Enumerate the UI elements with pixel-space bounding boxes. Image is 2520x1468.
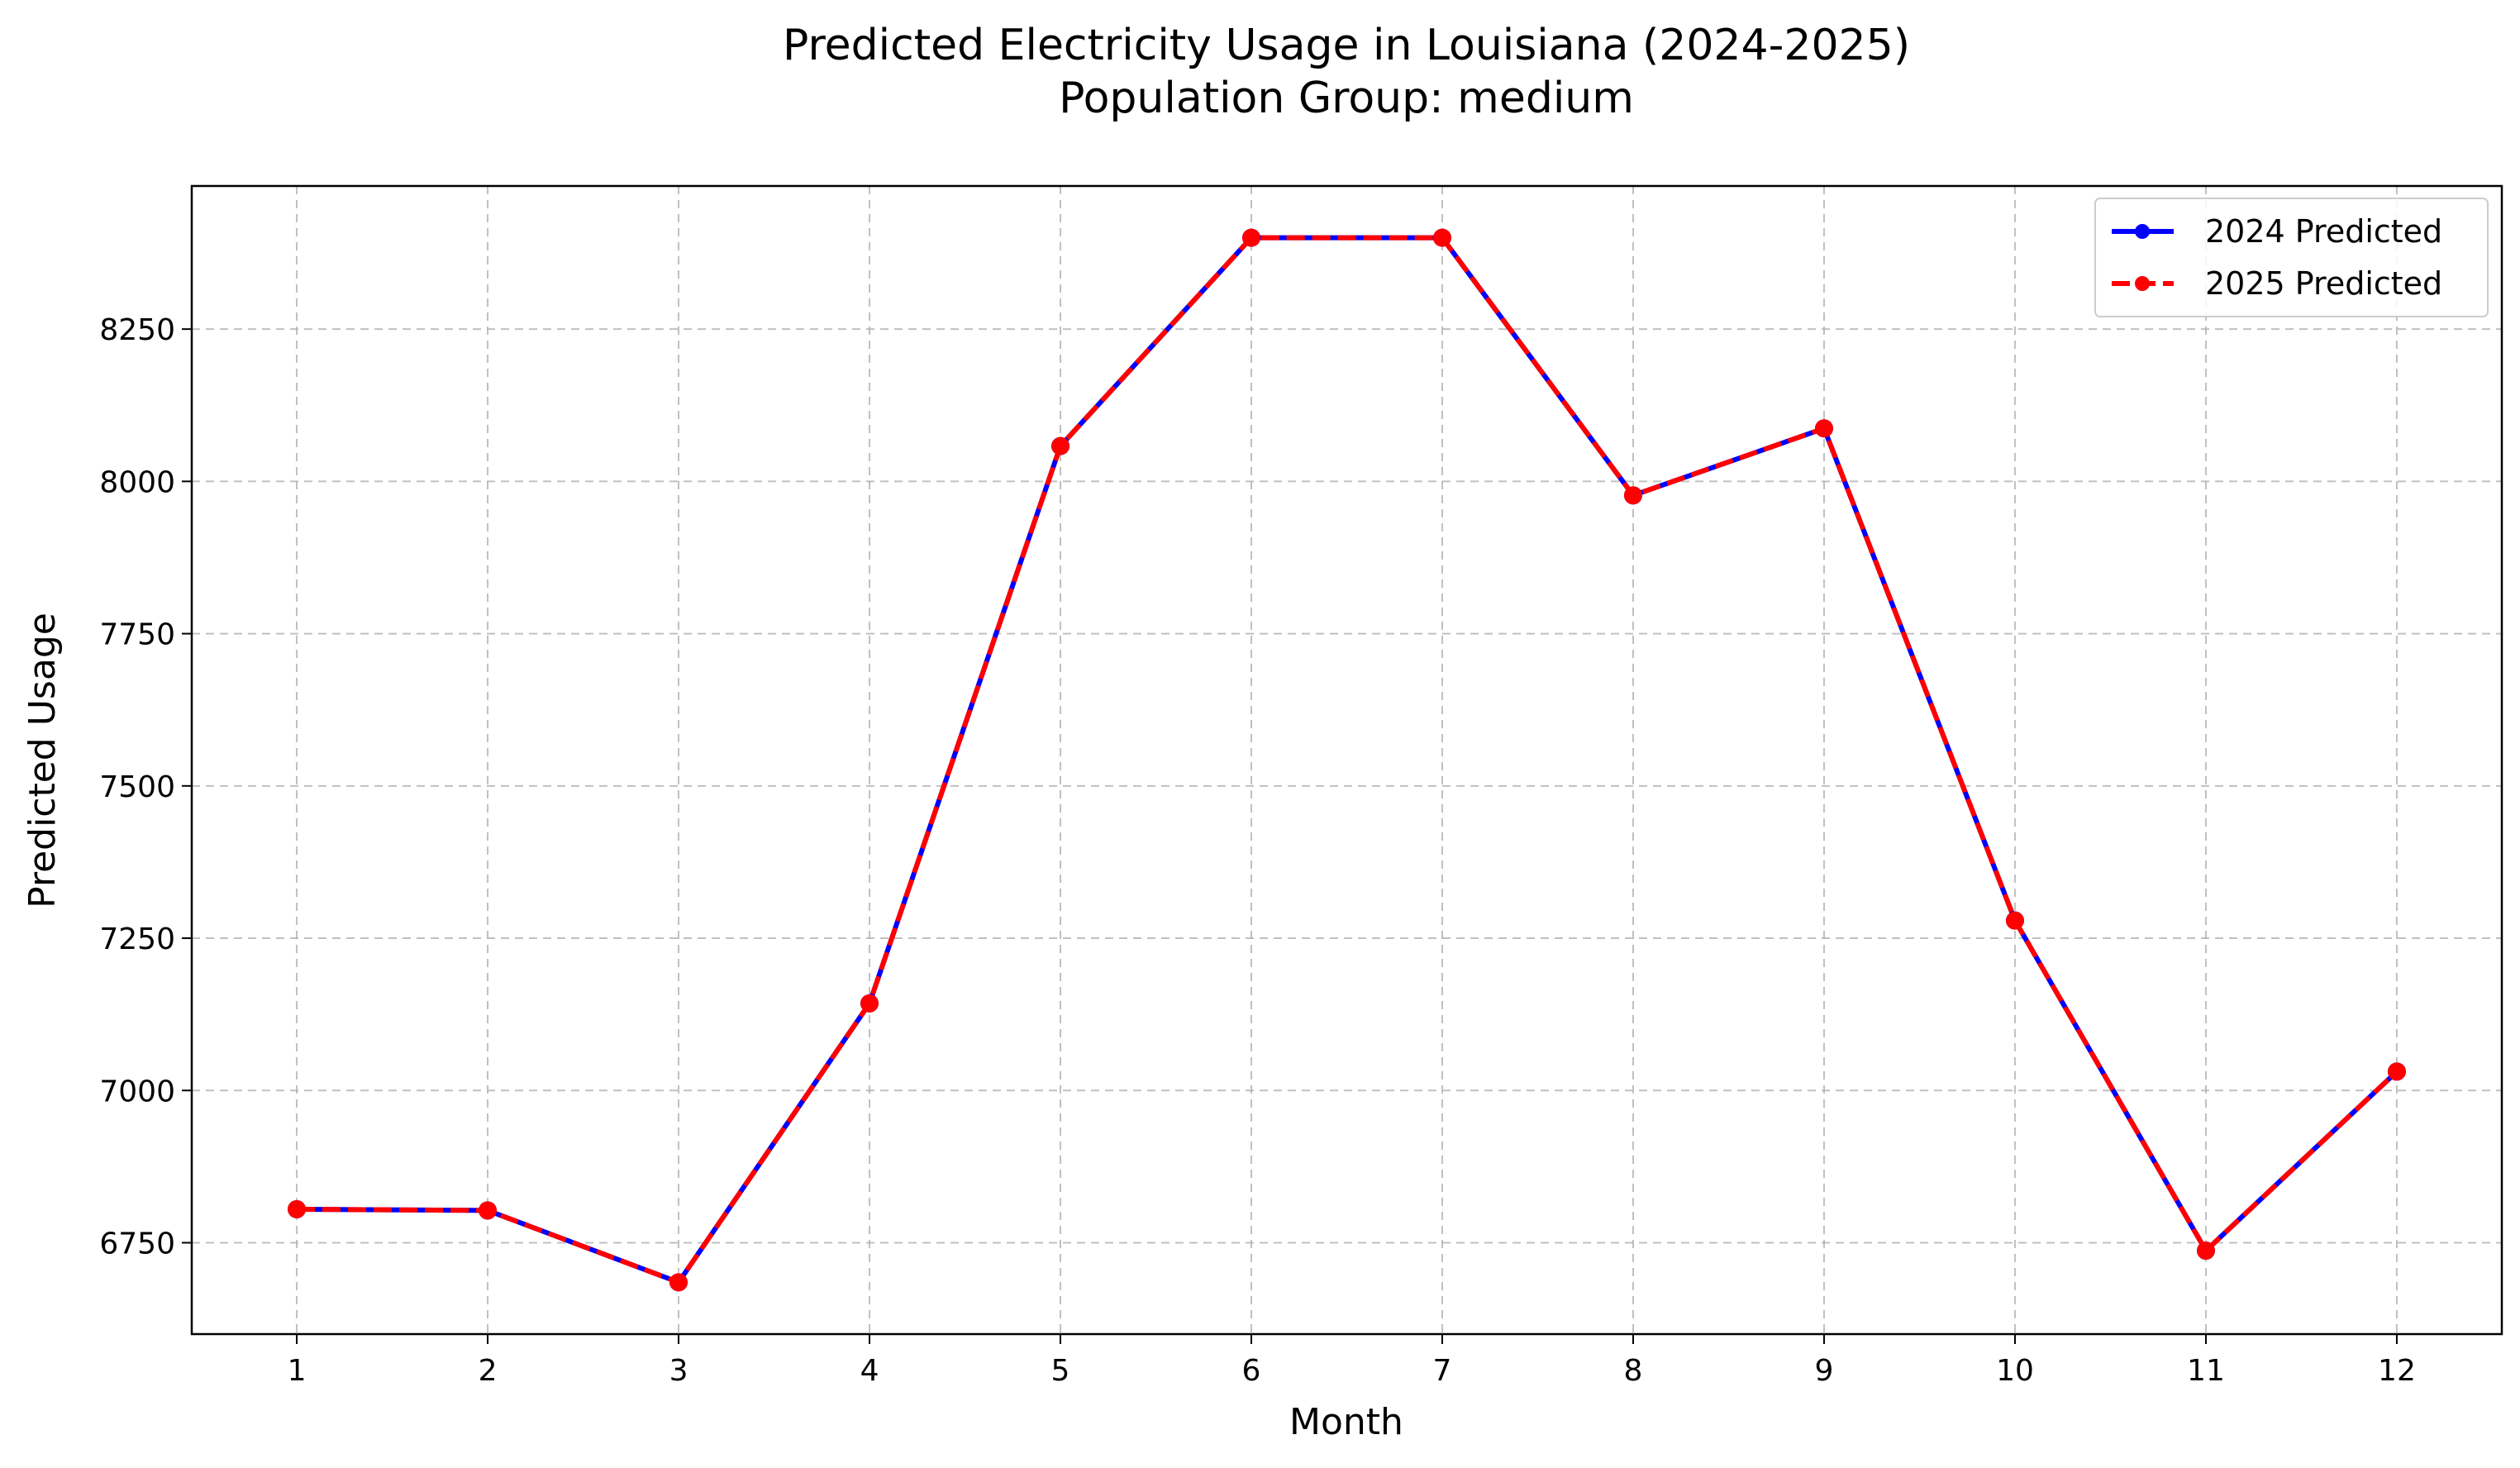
chart-subtitle: Population Group: medium: [1059, 74, 1634, 123]
x-tick-label: 7: [1433, 1354, 1452, 1388]
series-layer: [288, 228, 2406, 1292]
x-tick-label: 10: [1996, 1354, 2034, 1388]
data-point-2025-predicted: [288, 1199, 307, 1218]
x-tick-label: 9: [1815, 1354, 1834, 1388]
x-tick-label: 12: [2378, 1354, 2416, 1388]
data-point-2025-predicted: [1623, 486, 1642, 505]
legend-label-2024: 2024 Predicted: [2205, 213, 2442, 250]
series-line-2025-predicted: [297, 235, 2399, 1285]
y-tick-label: 8250: [99, 313, 175, 347]
legend-label-2025: 2025 Predicted: [2205, 265, 2442, 302]
x-tick-label: 11: [2187, 1354, 2225, 1388]
legend-marker-2024: [2135, 224, 2150, 239]
data-point-2025-predicted: [860, 994, 879, 1013]
x-axis-ticks: 1 2 3 4 5 6 7 8 9 10 11 12: [288, 1334, 2416, 1388]
legend-marker-2025: [2135, 276, 2150, 291]
data-point-2025-predicted: [1051, 436, 1070, 455]
y-tick-label: 6750: [99, 1227, 175, 1261]
grid: [192, 186, 2502, 1334]
data-point-2025-predicted: [1432, 228, 1451, 247]
x-tick-label: 3: [669, 1354, 688, 1388]
data-point-2025-predicted: [479, 1201, 498, 1220]
data-point-2025-predicted: [1242, 228, 1261, 247]
x-tick-label: 5: [1051, 1354, 1070, 1388]
y-tick-label: 7000: [99, 1075, 175, 1108]
y-tick-label: 7750: [99, 618, 175, 652]
data-point-2025-predicted: [669, 1273, 688, 1292]
y-axis-ticks: 6750 7000 7250 7500 7750 8000 8250: [99, 313, 192, 1261]
y-tick-label: 7250: [99, 922, 175, 956]
data-point-2025-predicted: [1814, 419, 1833, 438]
data-point-2025-predicted: [2196, 1242, 2215, 1261]
y-tick-label: 7500: [99, 770, 175, 804]
x-tick-label: 6: [1242, 1354, 1261, 1388]
x-axis-label: Month: [1289, 1401, 1403, 1443]
chart-title: Predicted Electricity Usage in Louisiana…: [783, 21, 1910, 70]
x-tick-label: 8: [1624, 1354, 1643, 1388]
x-tick-label: 1: [288, 1354, 307, 1388]
data-point-2025-predicted: [2387, 1062, 2406, 1081]
x-tick-label: 2: [479, 1354, 498, 1388]
plot-frame: [190, 184, 2503, 1336]
data-point-2025-predicted: [2005, 911, 2024, 930]
y-tick-label: 8000: [99, 465, 175, 499]
x-tick-label: 4: [860, 1354, 879, 1388]
y-axis-label: Predicted Usage: [21, 612, 64, 908]
legend: 2024 Predicted 2025 Predicted: [2094, 198, 2489, 317]
legend-box: [2094, 198, 2489, 317]
